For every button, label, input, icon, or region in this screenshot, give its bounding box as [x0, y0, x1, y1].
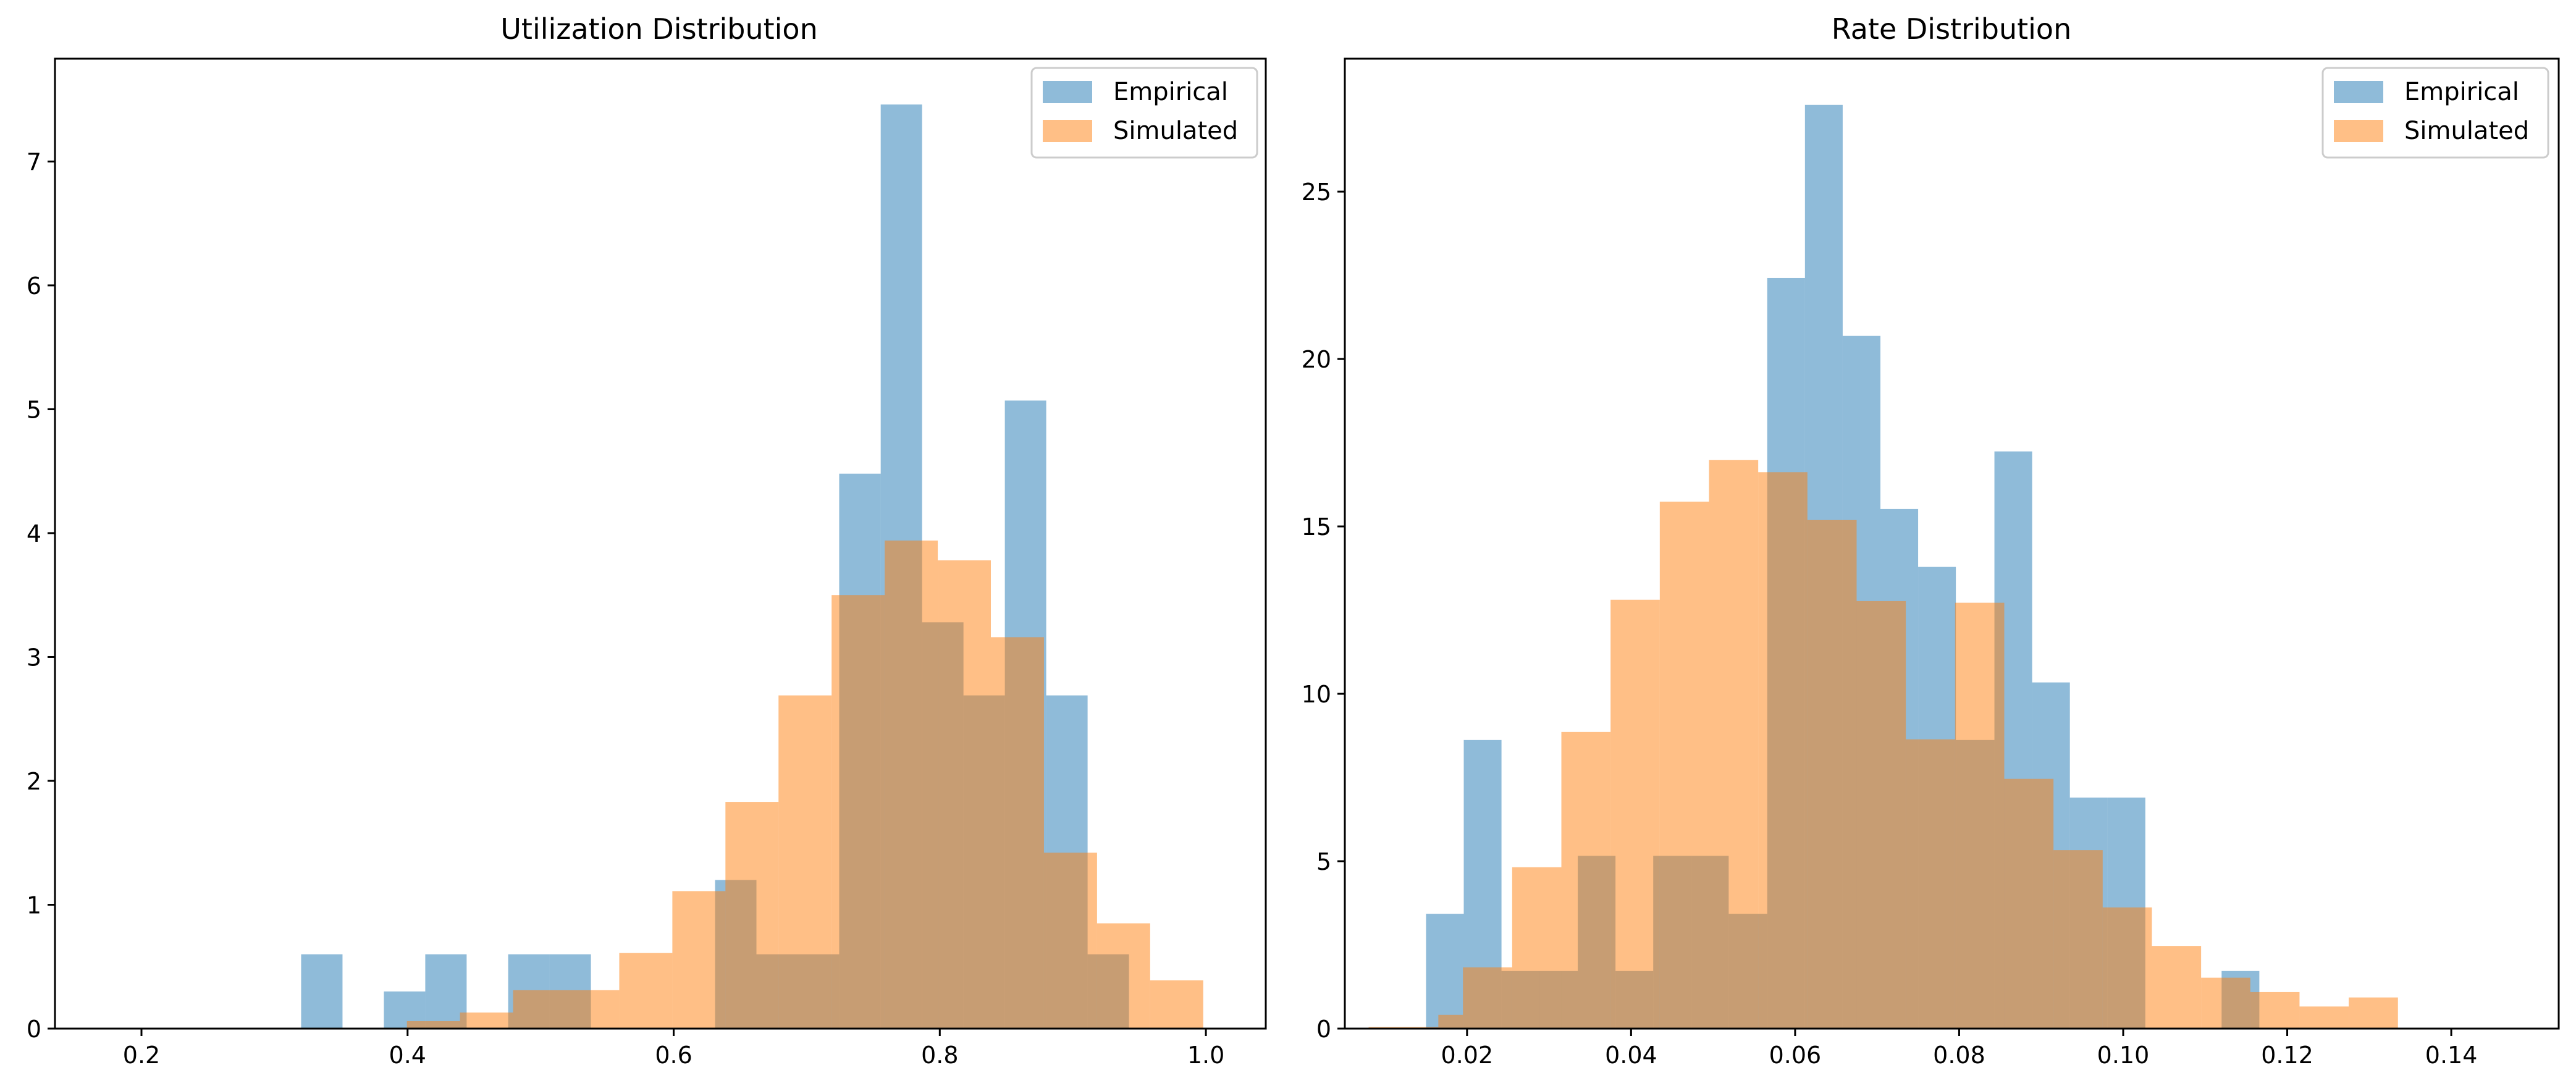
legend-swatch-simulated — [1043, 120, 1092, 142]
simulated-bar — [1150, 980, 1203, 1029]
simulated-bar — [2201, 977, 2250, 1029]
simulated-bar — [2349, 997, 2398, 1029]
utilization-chart-title: Utilization Distribution — [500, 12, 817, 46]
simulated-bar — [2250, 992, 2300, 1029]
y-tick-label: 0 — [27, 1016, 41, 1043]
x-tick-label: 0.02 — [1441, 1042, 1494, 1069]
y-tick-label: 3 — [27, 644, 41, 671]
simulated-bar — [513, 990, 566, 1029]
simulated-bar — [938, 560, 991, 1029]
legend-swatch-simulated — [2334, 120, 2383, 142]
x-tick-label: 0.08 — [1933, 1042, 1985, 1069]
simulated-bar — [2004, 778, 2054, 1029]
y-tick-label: 5 — [27, 396, 41, 423]
x-tick-label: 0.12 — [2261, 1042, 2313, 1069]
y-tick-label: 15 — [1302, 513, 1331, 541]
y-tick-label: 25 — [1302, 179, 1331, 206]
simulated-bar — [1856, 600, 1906, 1029]
x-tick-label: 0.6 — [655, 1042, 692, 1069]
simulated-bar — [991, 637, 1044, 1029]
rate-bars — [1368, 104, 2398, 1029]
y-tick-label: 2 — [27, 768, 41, 795]
simulated-bar — [2299, 1006, 2349, 1029]
simulated-bar — [831, 595, 885, 1029]
legend-label-empirical: Empirical — [2404, 78, 2519, 106]
simulated-bar — [1758, 472, 1808, 1029]
legend-label-empirical: Empirical — [1113, 78, 1228, 106]
x-tick-label: 0.04 — [1605, 1042, 1657, 1069]
simulated-bar — [566, 990, 620, 1029]
simulated-bar — [725, 802, 779, 1029]
simulated-bar — [778, 695, 832, 1029]
empirical-bar — [425, 954, 467, 1029]
rate-chart: Rate Distribution 0.02 0.04 0.06 0.08 0.10 0.… — [1302, 12, 2560, 1069]
y-tick-label: 20 — [1302, 346, 1331, 373]
legend-label-simulated: Simulated — [2404, 117, 2529, 145]
y-tick-label: 1 — [27, 891, 41, 919]
empirical-bar — [301, 954, 343, 1029]
simulated-bar — [672, 891, 726, 1029]
simulated-bar — [885, 540, 938, 1029]
simulated-bar — [406, 1021, 460, 1029]
utilization-y-axis: 0 1 2 3 4 5 6 7 — [27, 148, 55, 1043]
utilization-x-axis: 0.2 0.4 0.6 0.8 1.0 — [123, 1029, 1224, 1069]
simulated-bar — [2053, 850, 2103, 1029]
rate-legend: Empirical Simulated — [2321, 67, 2549, 159]
y-tick-label: 10 — [1302, 681, 1331, 708]
simulated-bar — [1096, 923, 1150, 1029]
simulated-bar — [1709, 460, 1759, 1029]
legend-swatch-empirical — [1043, 81, 1092, 103]
simulated-bar — [2102, 907, 2152, 1029]
x-tick-label: 0.14 — [2425, 1042, 2478, 1069]
simulated-bar — [1807, 520, 1857, 1029]
simulated-bar — [2152, 946, 2202, 1029]
y-tick-label: 6 — [27, 272, 41, 300]
x-tick-label: 0.06 — [1769, 1042, 1822, 1069]
x-tick-label: 0.2 — [123, 1042, 160, 1069]
simulated-bar — [1610, 599, 1660, 1029]
legend-label-simulated: Simulated — [1113, 117, 1238, 145]
empirical-bar — [1426, 914, 1464, 1029]
x-tick-label: 0.8 — [921, 1042, 958, 1069]
simulated-bar — [1561, 731, 1611, 1029]
x-tick-label: 1.0 — [1187, 1042, 1224, 1069]
simulated-bar — [1659, 501, 1709, 1029]
rate-chart-title: Rate Distribution — [1832, 12, 2071, 46]
rate-axes-frame — [1344, 57, 2560, 1030]
simulated-bar — [1512, 867, 1562, 1029]
simulated-bar — [1906, 739, 1955, 1029]
utilization-chart: Utilization Distribution 0.2 0.4 0.6 0.8 1.0… — [27, 12, 1267, 1069]
rate-y-axis: 0 5 10 15 20 25 — [1302, 179, 1345, 1043]
legend-swatch-empirical — [2334, 81, 2383, 103]
x-tick-label: 0.10 — [2097, 1042, 2150, 1069]
x-tick-label: 0.4 — [389, 1042, 426, 1069]
y-tick-label: 4 — [27, 520, 41, 547]
y-tick-label: 0 — [1316, 1016, 1331, 1043]
y-tick-label: 7 — [27, 148, 41, 175]
simulated-bar — [1043, 853, 1097, 1029]
utilization-bars — [301, 104, 1203, 1029]
simulated-bar — [1438, 1014, 1463, 1029]
utilization-axes-frame — [54, 57, 1267, 1030]
y-tick-label: 5 — [1316, 848, 1331, 875]
utilization-legend: Empirical Simulated — [1030, 67, 1258, 159]
rate-x-axis: 0.02 0.04 0.06 0.08 0.10 0.12 0.14 — [1441, 1029, 2478, 1069]
simulated-bar — [1955, 602, 2005, 1029]
simulated-bar — [460, 1012, 513, 1029]
simulated-bar — [1463, 967, 1512, 1029]
simulated-bar — [619, 953, 673, 1029]
